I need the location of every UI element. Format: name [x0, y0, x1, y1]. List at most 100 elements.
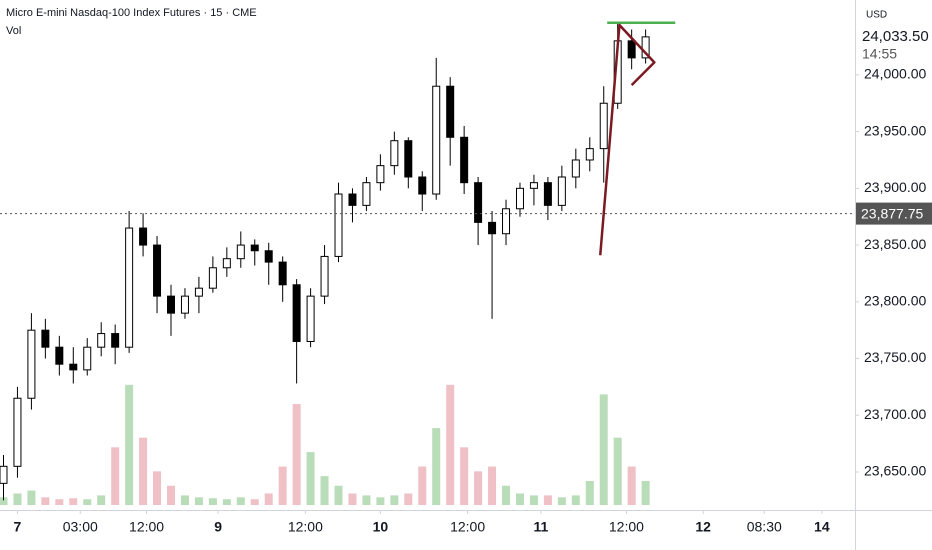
- candle-body: [641, 36, 650, 59]
- candle-body: [362, 182, 371, 206]
- x-tick-label: 03:00: [63, 519, 98, 535]
- volume-bar: [362, 495, 371, 505]
- volume-bar: [0, 497, 8, 505]
- candle-body: [236, 244, 245, 260]
- candle-body: [488, 221, 497, 235]
- x-tick-label: 14: [814, 519, 830, 535]
- candle-body: [599, 102, 608, 150]
- candle-body: [585, 148, 594, 161]
- x-tick-label: 12: [695, 519, 711, 535]
- candle-body: [13, 397, 22, 467]
- candle-body: [111, 333, 120, 348]
- y-tick-label: 23,700.00: [864, 406, 926, 422]
- candle-body: [153, 244, 162, 297]
- currency-label: USD: [866, 10, 887, 21]
- candle-body: [139, 227, 148, 246]
- drawing-polyline: [598, 23, 656, 256]
- volume-bar: [208, 498, 217, 505]
- volume-bar: [27, 490, 36, 505]
- candle-body: [460, 136, 469, 184]
- candle-body: [334, 193, 343, 257]
- volume-bar: [236, 497, 245, 505]
- volume-bar: [111, 447, 120, 505]
- x-tick-label: 11: [534, 519, 549, 535]
- candle-body: [194, 287, 203, 297]
- y-tick-label: 23,950.00: [864, 122, 926, 138]
- candle-body: [208, 267, 217, 289]
- candle-body: [83, 346, 92, 371]
- countdown-label: 14:55: [862, 46, 897, 62]
- candle-body: [222, 258, 231, 269]
- y-tick-label: 23,900.00: [864, 179, 926, 195]
- y-tick-label: 23,850.00: [864, 236, 926, 252]
- volume-bar: [641, 480, 650, 505]
- volume-bar: [83, 499, 92, 505]
- x-tick-label: 12:00: [609, 519, 644, 535]
- candle-body: [404, 140, 413, 178]
- volume-bar: [613, 437, 622, 505]
- candle-body: [27, 329, 36, 399]
- reference-label: 23,877.75: [861, 205, 923, 221]
- x-tick-label: 12:00: [450, 519, 485, 535]
- volume-bar: [446, 384, 455, 505]
- candle-body: [180, 295, 189, 314]
- volume-bar: [627, 466, 636, 505]
- volume-label: Vol: [6, 25, 21, 37]
- volume-bar: [167, 485, 175, 505]
- volume-bar: [306, 452, 315, 505]
- volume-bar: [432, 428, 441, 505]
- candle-body: [55, 346, 64, 365]
- volume-bar: [557, 497, 566, 505]
- candle-body: [390, 140, 399, 167]
- candle-body: [418, 176, 427, 195]
- y-tick-label: 24,000.00: [864, 66, 926, 82]
- candle-body: [474, 182, 483, 223]
- candle-body: [446, 85, 455, 138]
- volume-bar: [41, 497, 50, 505]
- volume-bar: [376, 497, 385, 505]
- candle-body: [571, 159, 580, 178]
- volume-bar: [599, 394, 608, 505]
- volume-bar: [250, 499, 259, 505]
- volume-bar: [529, 495, 538, 505]
- candle-body: [250, 244, 259, 252]
- volume-bar: [418, 466, 427, 505]
- volume-bar: [348, 493, 357, 505]
- volume-bar: [264, 493, 273, 505]
- last-price-label: 24,033.50: [862, 28, 929, 45]
- volume-bar: [474, 471, 483, 505]
- last-price-box: [856, 24, 932, 65]
- candle-body: [0, 465, 8, 484]
- x-tick-label: 10: [373, 519, 389, 535]
- volume-bar: [153, 471, 162, 505]
- volume-bar: [488, 466, 497, 505]
- candle-body: [515, 187, 524, 210]
- y-tick-label: 23,800.00: [864, 293, 926, 309]
- volume-bar: [292, 404, 301, 505]
- volume-bar: [180, 495, 189, 505]
- candle-body: [125, 227, 134, 348]
- volume-bar: [139, 437, 148, 505]
- volume-bar: [97, 495, 106, 505]
- candle-body: [292, 284, 301, 343]
- candle-body: [557, 176, 566, 206]
- volume-bar: [543, 495, 552, 505]
- candle-body: [627, 40, 636, 59]
- reference-label-box: [856, 202, 932, 225]
- volume-bar: [390, 495, 399, 505]
- x-tick-label: 12:00: [288, 519, 323, 535]
- candle-body: [529, 182, 538, 189]
- candle-body: [432, 85, 441, 195]
- volume-bar: [460, 447, 469, 505]
- volume-bar: [278, 466, 287, 505]
- x-tick-label: 9: [214, 519, 222, 535]
- candle-body: [320, 255, 329, 297]
- candle-body: [376, 165, 385, 184]
- volume-bar: [69, 498, 78, 505]
- volume-bar: [222, 499, 231, 505]
- volume-bar: [334, 485, 343, 505]
- candle-body: [543, 182, 552, 206]
- candle-body: [97, 333, 106, 348]
